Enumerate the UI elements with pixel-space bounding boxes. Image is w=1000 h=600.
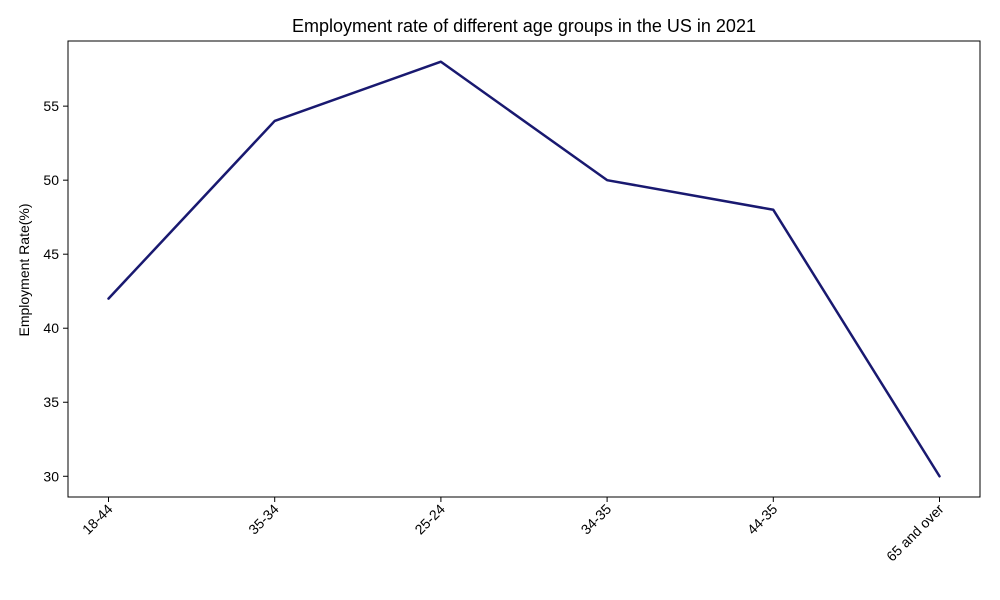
- y-tick-label: 35: [43, 394, 59, 410]
- y-tick-label: 50: [43, 172, 59, 188]
- x-tick-label: 65 and over: [883, 501, 947, 565]
- x-tick-label: 35-34: [245, 501, 282, 538]
- y-tick-label: 30: [43, 468, 59, 484]
- x-tick-label: 25-24: [411, 501, 448, 538]
- plot-area-frame: [67, 40, 981, 498]
- x-tick-label: 18-44: [79, 501, 116, 538]
- y-tick-label: 55: [43, 98, 59, 114]
- y-tick-label: 40: [43, 320, 59, 336]
- chart-title: Employment rate of different age groups …: [292, 16, 756, 36]
- y-axis-label: Employment Rate(%): [16, 203, 32, 336]
- ticks-layer: 30 35 40 45 50 55 18-44 35-34 25-24 34-35 44-35 65 …: [43, 98, 946, 564]
- y-tick-label: 45: [43, 246, 59, 262]
- x-tick-label: 44-35: [744, 501, 781, 538]
- x-tick-label: 34-35: [578, 501, 615, 538]
- series-layer: [107, 60, 941, 478]
- y-axis-label-group: Employment Rate(%): [16, 203, 32, 336]
- series-line: [107, 60, 941, 478]
